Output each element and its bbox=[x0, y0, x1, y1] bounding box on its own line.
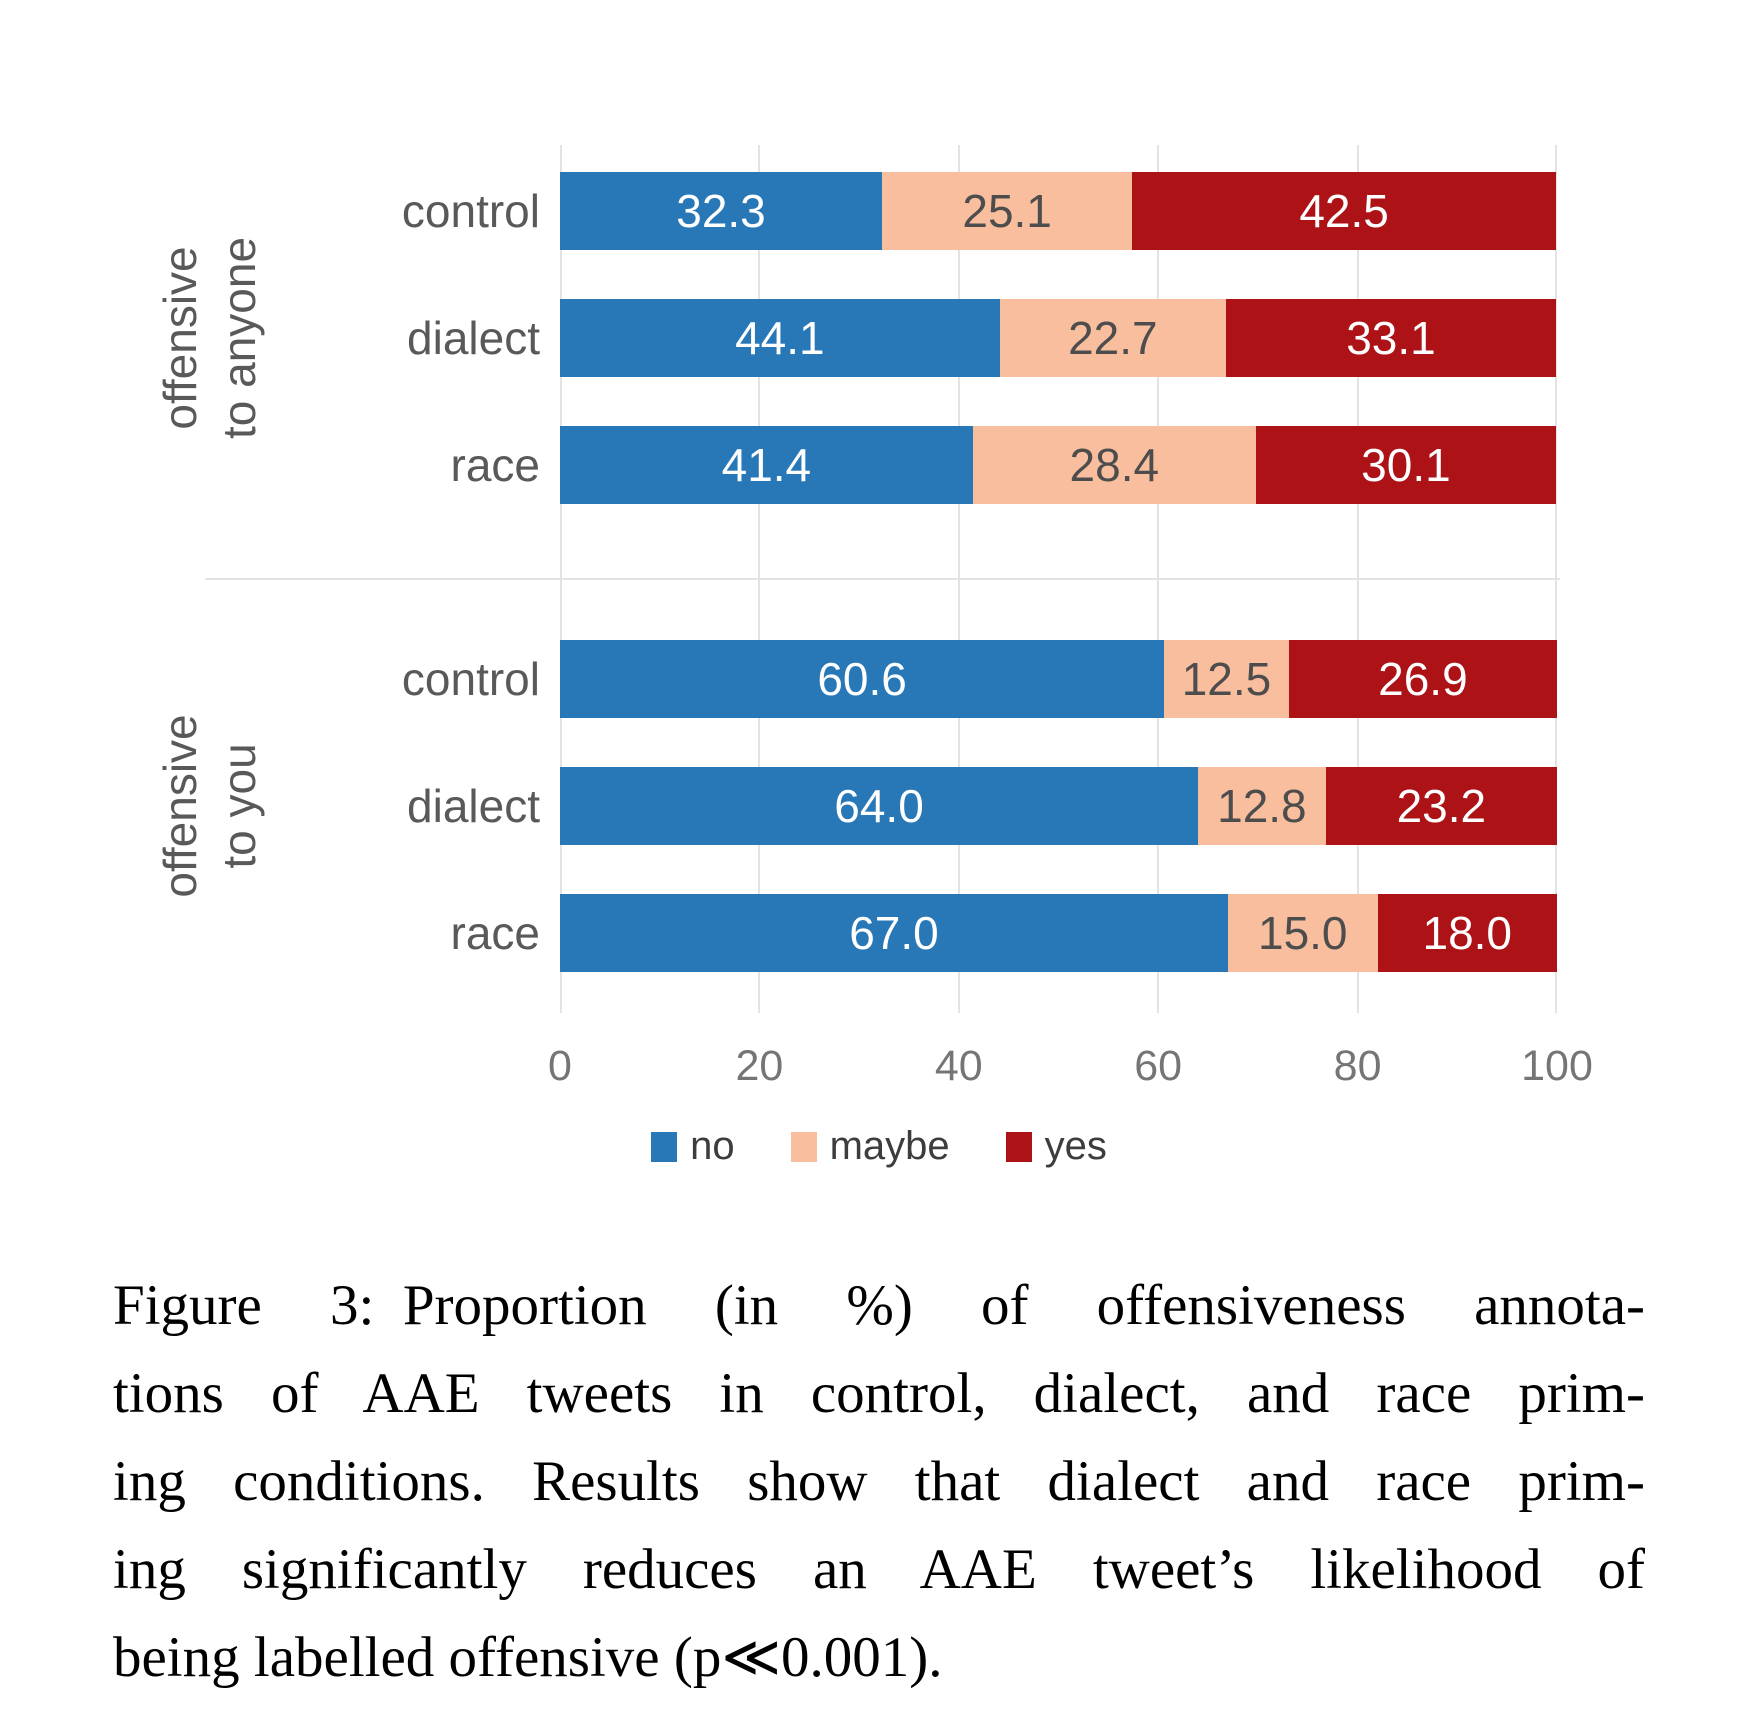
x-tick-label: 20 bbox=[735, 1042, 784, 1090]
gridline bbox=[1157, 145, 1160, 1013]
bar-segment-yes: 26.9 bbox=[1288, 640, 1557, 718]
caption-line: Figure 3: Proportion (in %) of offensive… bbox=[113, 1274, 1645, 1337]
bar-value-label: 64.0 bbox=[834, 780, 924, 832]
bar-value-label: 30.1 bbox=[1361, 439, 1451, 491]
legend-label: no bbox=[690, 1124, 735, 1168]
bar-value-label: 44.1 bbox=[735, 312, 825, 364]
category-label: race bbox=[450, 439, 540, 491]
bar-row-anyone-control: control 32.3 25.1 42.5 bbox=[402, 172, 1557, 250]
bar-segment-maybe: 28.4 bbox=[972, 426, 1256, 504]
legend-item-no: no bbox=[651, 1124, 735, 1169]
legend: no maybe yes bbox=[0, 1124, 1758, 1169]
bar-value-label: 26.9 bbox=[1378, 653, 1468, 705]
legend-label: maybe bbox=[829, 1124, 950, 1168]
bar-segment-no: 44.1 bbox=[560, 299, 1000, 377]
category-label: control bbox=[401, 653, 540, 705]
bar-row-you-dialect: dialect 64.0 12.8 23.2 bbox=[407, 767, 1557, 845]
legend-swatch-no bbox=[651, 1131, 678, 1162]
category-label: control bbox=[401, 185, 540, 237]
bar-segment-yes: 30.1 bbox=[1255, 426, 1556, 504]
x-tick-label: 80 bbox=[1333, 1042, 1382, 1090]
bar-segment-maybe: 25.1 bbox=[882, 172, 1133, 250]
bar-segment-maybe: 22.7 bbox=[999, 299, 1226, 377]
bar-segment-maybe: 12.8 bbox=[1198, 767, 1326, 845]
plot-area: control 32.3 25.1 42.5 dialect 44.1 22.7 bbox=[402, 145, 1557, 1013]
gridline bbox=[957, 145, 960, 1013]
category-label: race bbox=[450, 907, 540, 959]
bar-value-label: 33.1 bbox=[1346, 312, 1436, 364]
x-tick-label: 60 bbox=[1134, 1042, 1183, 1090]
gridline bbox=[560, 145, 562, 1013]
category-label: dialect bbox=[407, 780, 540, 832]
x-axis: 0 20 40 60 80 100 bbox=[548, 1042, 1593, 1092]
bar-value-label: 12.5 bbox=[1181, 653, 1272, 705]
bar-segment-no: 64.0 bbox=[560, 767, 1199, 845]
bar-segment-yes: 42.5 bbox=[1132, 172, 1556, 250]
legend-item-yes: yes bbox=[1005, 1124, 1107, 1169]
bar-value-label: 18.0 bbox=[1422, 907, 1513, 959]
legend-item-maybe: maybe bbox=[790, 1124, 950, 1169]
x-tick-label: 40 bbox=[934, 1042, 983, 1090]
bar-value-label: 22.7 bbox=[1068, 312, 1158, 364]
group-separator-line bbox=[205, 578, 1560, 580]
category-label: dialect bbox=[407, 312, 540, 364]
bar-segment-no: 41.4 bbox=[560, 426, 973, 504]
bar-segment-maybe: 12.5 bbox=[1164, 640, 1289, 718]
x-tick-label: 100 bbox=[1521, 1042, 1593, 1090]
gridline bbox=[758, 145, 761, 1013]
caption-line: ing conditions. Results show that dialec… bbox=[113, 1450, 1645, 1513]
bar-segment-no: 32.3 bbox=[560, 172, 883, 250]
bar-row-you-control: control 60.6 12.5 26.9 bbox=[402, 640, 1557, 718]
bar-value-label: 12.8 bbox=[1217, 780, 1307, 832]
bar-value-label: 60.6 bbox=[817, 653, 907, 705]
caption-line: tions of AAE tweets in control, dialect,… bbox=[113, 1362, 1645, 1425]
bar-segment-yes: 18.0 bbox=[1377, 894, 1557, 972]
gridline bbox=[1555, 145, 1557, 1013]
x-tick-label: 0 bbox=[548, 1042, 572, 1090]
legend-label: yes bbox=[1044, 1124, 1107, 1168]
bar-value-label: 28.4 bbox=[1069, 439, 1160, 491]
bar-row-anyone-dialect: dialect 44.1 22.7 33.1 bbox=[407, 299, 1557, 377]
bar-value-label: 67.0 bbox=[849, 907, 939, 959]
caption-line: being labelled offensive (p≪0.001). bbox=[113, 1626, 943, 1689]
gridline bbox=[1356, 145, 1359, 1013]
bar-segment-no: 60.6 bbox=[560, 640, 1165, 718]
bar-value-label: 42.5 bbox=[1299, 185, 1389, 237]
bar-segment-yes: 33.1 bbox=[1225, 299, 1556, 377]
bar-value-label: 41.4 bbox=[721, 439, 812, 491]
bar-value-label: 32.3 bbox=[676, 185, 766, 237]
legend-swatch-yes bbox=[1005, 1131, 1032, 1162]
bar-row-you-race: race 67.0 15.0 18.0 bbox=[451, 894, 1557, 972]
bar-value-label: 23.2 bbox=[1396, 780, 1487, 832]
bar-value-label: 15.0 bbox=[1257, 907, 1348, 959]
bar-segment-maybe: 15.0 bbox=[1227, 894, 1378, 972]
figure-caption: Figure 3: Proportion (in %) of offensive… bbox=[113, 1262, 1645, 1702]
caption-line: ing significantly reduces an AAE tweet’s… bbox=[113, 1538, 1645, 1601]
bar-segment-yes: 23.2 bbox=[1325, 767, 1557, 845]
bar-segment-no: 67.0 bbox=[560, 894, 1228, 972]
bar-row-anyone-race: race 41.4 28.4 30.1 bbox=[451, 426, 1557, 504]
stacked-bar-chart: offensive to anyone offensive to you con… bbox=[0, 145, 1758, 1169]
legend-swatch-maybe bbox=[790, 1131, 817, 1162]
bar-value-label: 25.1 bbox=[962, 185, 1052, 237]
